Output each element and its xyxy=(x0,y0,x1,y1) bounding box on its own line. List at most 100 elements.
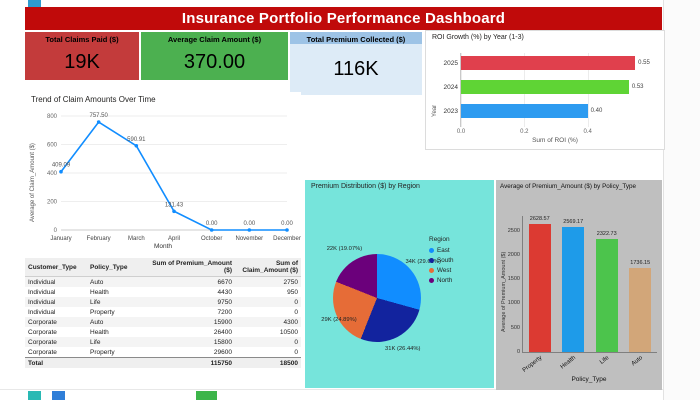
policy-bar-value: 2569.17 xyxy=(563,219,584,226)
column-header[interactable]: Customer_Type xyxy=(25,258,87,277)
trend-svg: 0 200 400 600 800 409.09 January 757.50 February… xyxy=(47,113,301,242)
kpi-total-premium-collected[interactable]: Total Premium Collected ($) 116K xyxy=(290,32,422,95)
west-legend-dot xyxy=(429,268,434,273)
policy-bar-value: 1736.15 xyxy=(630,259,651,266)
table-cell: Individual xyxy=(28,298,56,306)
bottom-chip-green[interactable] xyxy=(196,391,217,400)
table-row[interactable]: Corporate Auto 15900 4300 xyxy=(25,317,301,327)
table-cell: 2750 xyxy=(283,278,298,286)
table-cell: Corporate xyxy=(28,318,57,326)
table-row[interactable]: Corporate Life 15800 0 xyxy=(25,337,301,347)
policy-y-tick-label: 500 xyxy=(510,324,520,331)
table-total-row: Total 115750 18500 xyxy=(25,357,301,368)
trend-y-tick-label: 200 xyxy=(47,200,58,206)
policy-y-tick-label: 2500 xyxy=(507,227,520,234)
table-cell: Corporate xyxy=(28,348,57,356)
table-cell: 9750 xyxy=(217,298,232,306)
trend-point[interactable] xyxy=(59,169,63,174)
policy-bar-health[interactable] xyxy=(562,227,585,352)
trend-month-label: December xyxy=(273,236,301,242)
table-cell: 0 xyxy=(294,338,298,346)
column-header[interactable]: Sum of Premium_Amount ($) xyxy=(143,258,235,277)
trend-point[interactable] xyxy=(285,228,289,232)
table-row[interactable]: Corporate Health 26400 10500 xyxy=(25,327,301,337)
table-row[interactable]: Individual Health 4430 950 xyxy=(25,287,301,297)
roi-x-axis-title: Sum of ROI (%) xyxy=(532,137,578,144)
table-cell: Auto xyxy=(90,318,104,326)
legend-item-east[interactable]: East xyxy=(429,247,453,254)
roi-plot: 0.0 0.2 0.4 2025 0.55 2024 0.53 2023 0.40 xyxy=(444,53,651,135)
table-cell: 0 xyxy=(294,308,298,316)
kpi-average-claim-amount[interactable]: Average Claim Amount ($) 370.00 xyxy=(141,32,288,80)
table-cell: 15800 xyxy=(213,338,232,346)
policy-bar-life[interactable] xyxy=(595,239,618,352)
trend-point[interactable] xyxy=(209,228,214,232)
north-legend-dot xyxy=(429,278,434,283)
table-cell: Individual xyxy=(28,308,56,316)
roi-chart-panel[interactable]: ROI Growth (%) by Year (1-3) Year 0.0 0.2… xyxy=(425,30,665,150)
legend-item-south[interactable]: South xyxy=(429,257,453,264)
table-cell: 15900 xyxy=(213,318,232,326)
trend-chart-panel[interactable]: Trend of Claim Amounts Over Time Average… xyxy=(25,92,301,255)
roi-chart-title: ROI Growth (%) by Year (1-3) xyxy=(432,34,524,41)
table-cell: 950 xyxy=(287,288,298,296)
roi-bar-value: 0.53 xyxy=(631,84,644,90)
trend-point[interactable] xyxy=(134,143,139,148)
legend-label: South xyxy=(437,257,454,264)
bottom-chip-teal[interactable] xyxy=(28,391,41,400)
region-pie[interactable] xyxy=(333,254,421,342)
top-left-chip[interactable] xyxy=(28,0,41,7)
policy-y-tick-label: 2000 xyxy=(507,251,520,258)
policy-bar-auto[interactable] xyxy=(629,267,652,352)
pie-slice-label: 34K (29.61%) xyxy=(405,258,441,265)
legend-item-west[interactable]: West xyxy=(429,267,453,274)
column-header[interactable]: Sum of Claim_Amount ($) xyxy=(235,258,301,277)
table-cell: 4300 xyxy=(283,318,298,326)
kpi-total-claims-paid[interactable]: Total Claims Paid ($) 19K xyxy=(25,32,139,80)
table-cell: Corporate xyxy=(28,338,57,346)
table-cell: Health xyxy=(90,328,109,336)
summary-table: Customer_Type Policy_Type Sum of Premium_A… xyxy=(25,258,301,368)
trend-point-label: 757.50 xyxy=(89,113,108,119)
region-pie-panel[interactable]: Premium Distribution ($) by Region 34K (… xyxy=(305,180,494,388)
pie-chart-title: Premium Distribution ($) by Region xyxy=(311,183,420,190)
table-cell: 4430 xyxy=(217,288,232,296)
legend-label: North xyxy=(437,277,453,284)
legend-item-north[interactable]: North xyxy=(429,277,453,284)
roi-x-tick-label: 0.4 xyxy=(583,129,592,135)
roi-category-label: 2025 xyxy=(443,60,458,67)
table-cell: 26400 xyxy=(213,328,232,336)
trend-point-label: 590.91 xyxy=(127,137,146,143)
kpi-value: 370.00 xyxy=(183,50,246,73)
roi-bar-2024[interactable] xyxy=(461,80,629,94)
trend-y-tick-label: 0 xyxy=(54,228,58,234)
policy-bar-panel[interactable]: Average of Premium_Amount ($) by Policy_… xyxy=(496,180,662,390)
table-row[interactable]: Individual Auto 6670 2750 xyxy=(25,276,301,287)
roi-x-tick-label: 0.2 xyxy=(520,129,529,135)
table-total-cell xyxy=(87,357,143,368)
trend-point[interactable] xyxy=(96,120,101,124)
trend-point[interactable] xyxy=(172,209,176,214)
policy-bar-property[interactable] xyxy=(528,224,551,352)
trend-point[interactable] xyxy=(247,228,252,232)
legend-label: East xyxy=(437,247,450,254)
table-cell: Auto xyxy=(90,278,104,286)
table-cell: Individual xyxy=(28,288,56,296)
dashboard-header: Insurance Portfolio Performance Dashboar… xyxy=(25,7,662,30)
roi-bar-2023[interactable] xyxy=(461,104,588,118)
kpi-label: Total Premium Collected ($) xyxy=(306,35,406,44)
column-header[interactable]: Policy_Type xyxy=(87,258,143,277)
table-cell: Health xyxy=(90,288,109,296)
table-cell: Life xyxy=(90,298,101,306)
table-row[interactable]: Individual Life 9750 0 xyxy=(25,297,301,307)
region-legend-title: Region xyxy=(429,236,450,243)
table-row[interactable]: Individual Property 7200 0 xyxy=(25,307,301,317)
trend-point-label: 0.00 xyxy=(243,221,255,227)
policy-y-tick-label: 1000 xyxy=(507,300,520,307)
roi-bar-2025[interactable] xyxy=(461,56,636,70)
bottom-chip-blue[interactable] xyxy=(52,391,65,400)
table-cell: 10500 xyxy=(279,328,298,336)
table-row[interactable]: Corporate Property 29600 0 xyxy=(25,347,301,358)
trend-line[interactable] xyxy=(60,120,287,231)
